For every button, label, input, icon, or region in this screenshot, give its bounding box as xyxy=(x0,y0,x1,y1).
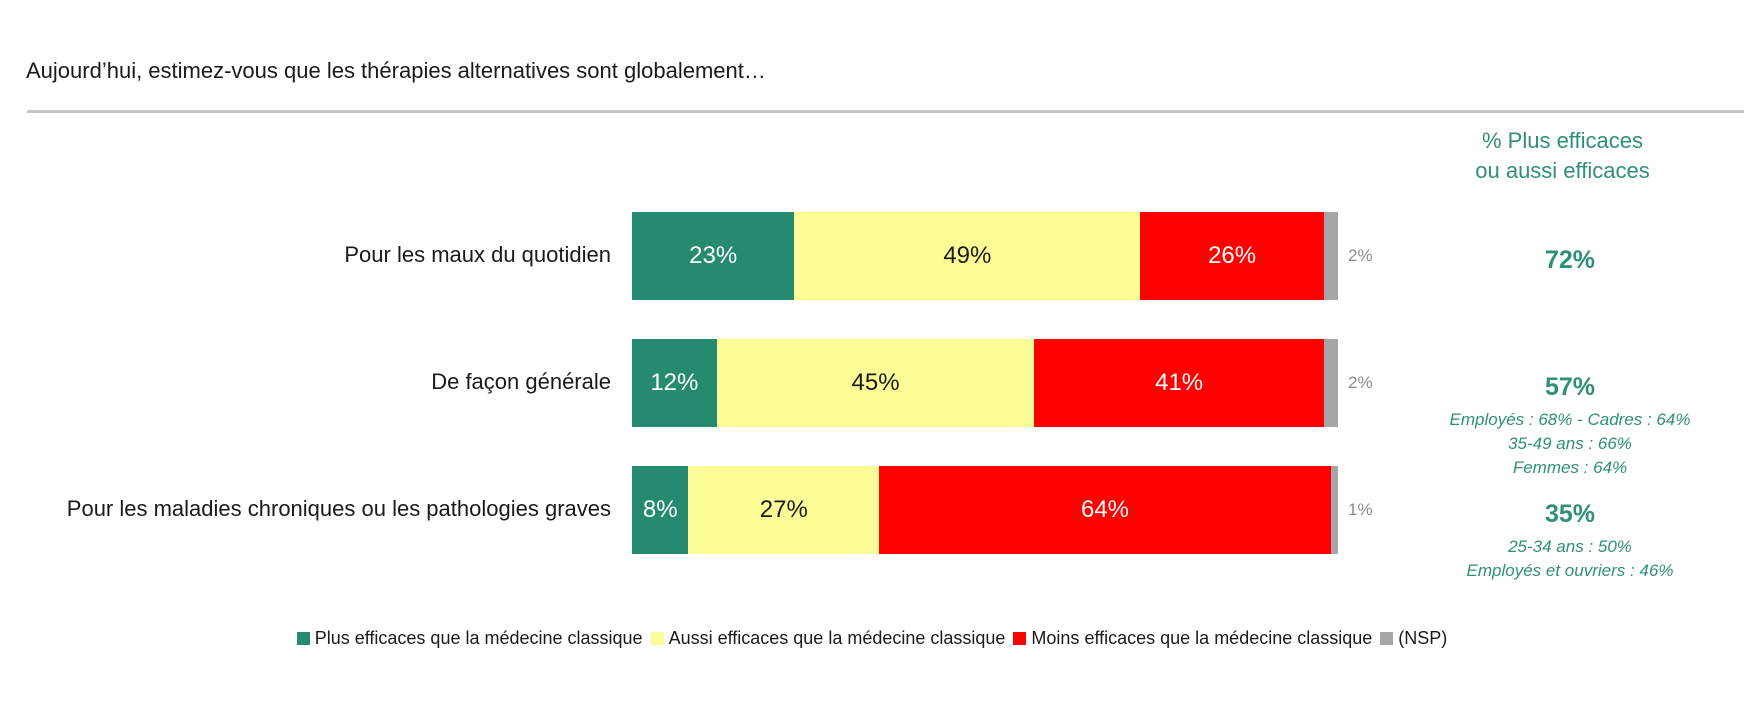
side-header-line2: ou aussi efficaces xyxy=(1475,158,1650,183)
side-note: Femmes : 64% xyxy=(1512,458,1628,477)
side-total-value: 72% xyxy=(1544,246,1596,274)
bar-row: 12% 45% 41% xyxy=(632,339,1338,427)
bar-segment-plus: 12% xyxy=(632,339,717,427)
legend: Plus efficaces que la médecine classique… xyxy=(0,628,1744,649)
bar-row: 23% 49% 26% xyxy=(632,212,1338,300)
nsp-data-label: 1% xyxy=(1348,500,1373,519)
bar-segment-plus: 23% xyxy=(632,212,795,300)
nsp-data-label: 2% xyxy=(1348,373,1373,392)
data-label: 12% xyxy=(650,369,699,396)
legend-swatch-plus xyxy=(296,632,310,645)
data-label: 27% xyxy=(759,496,808,523)
legend-item-moins: Moins efficaces que la médecine classiqu… xyxy=(1013,628,1372,649)
data-label: 8% xyxy=(642,496,678,523)
bar-segment-moins: 41% xyxy=(1034,339,1324,427)
legend-item-plus: Plus efficaces que la médecine classique xyxy=(296,628,643,649)
data-label: 64% xyxy=(1080,496,1130,523)
bar-segment-nsp xyxy=(1330,466,1338,554)
side-header-line1: % Plus efficaces xyxy=(1481,128,1643,153)
data-label: 45% xyxy=(851,369,900,396)
bar-segment-plus: 8% xyxy=(632,466,689,554)
legend-swatch-nsp xyxy=(1380,632,1394,645)
legend-label-aussi: Aussi efficaces que la médecine classiqu… xyxy=(668,628,1006,648)
nsp-data-label: 2% xyxy=(1348,246,1373,265)
bar-segment-nsp xyxy=(1323,212,1338,300)
side-total-value: 35% xyxy=(1544,500,1596,528)
side-note: Employés : 68% - Cadres : 64% xyxy=(1449,410,1691,429)
bar-segment-aussi: 45% xyxy=(716,339,1035,427)
data-label: 26% xyxy=(1208,242,1257,269)
legend-item-aussi: Aussi efficaces que la médecine classiqu… xyxy=(650,628,1006,649)
data-label: 49% xyxy=(943,242,992,269)
legend-item-nsp: (NSP) xyxy=(1380,628,1447,649)
side-header: % Plus efficaces ou aussi efficaces xyxy=(1440,126,1685,186)
side-notes: 25-34 ans : 50% Employés et ouvriers : 46… xyxy=(1420,535,1720,583)
side-note: Employés et ouvriers : 46% xyxy=(1466,561,1674,580)
side-note: 35-49 ans : 66% xyxy=(1508,434,1632,453)
legend-swatch-moins xyxy=(1013,632,1027,645)
legend-label-nsp: (NSP) xyxy=(1398,628,1448,648)
side-note: 25-34 ans : 50% xyxy=(1508,537,1632,556)
title-divider xyxy=(27,110,1744,113)
row-label: Pour les maladies chroniques ou les path… xyxy=(66,496,611,521)
bar-segment-moins: 26% xyxy=(1140,212,1324,300)
side-notes: Employés : 68% - Cadres : 64% 35-49 ans :… xyxy=(1420,408,1720,480)
bar-segment-aussi: 27% xyxy=(688,466,880,554)
bar-segment-aussi: 49% xyxy=(794,212,1141,300)
data-label: 23% xyxy=(689,242,738,269)
question-title: Aujourd’hui, estimez-vous que les thérap… xyxy=(26,58,766,83)
bar-segment-moins: 64% xyxy=(879,466,1331,554)
legend-swatch-aussi xyxy=(650,632,664,645)
row-label: De façon générale xyxy=(431,369,611,394)
legend-label-plus: Plus efficaces que la médecine classique xyxy=(314,628,643,648)
side-total-value: 57% xyxy=(1544,373,1596,401)
data-label: 41% xyxy=(1155,369,1204,396)
legend-label-moins: Moins efficaces que la médecine classiqu… xyxy=(1031,628,1373,648)
bar-row: 8% 27% 64% xyxy=(632,466,1338,554)
bar-segment-nsp xyxy=(1323,339,1338,427)
row-label: Pour les maux du quotidien xyxy=(344,242,611,267)
